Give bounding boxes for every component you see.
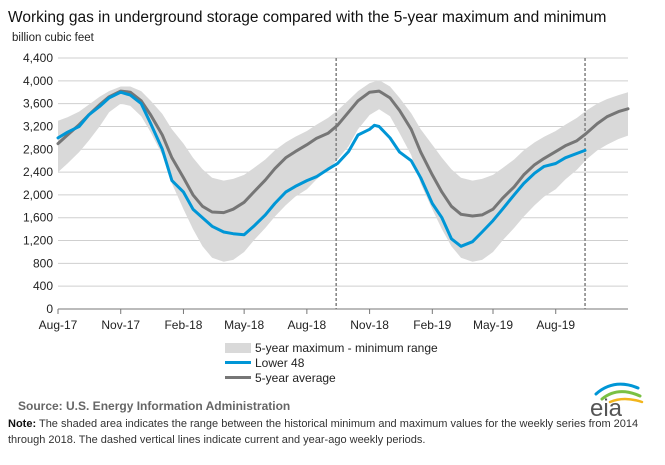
- y-tick-label: 2,400: [23, 165, 53, 179]
- eia-logo-arc-yellow: [608, 397, 644, 404]
- y-tick-label: 4,000: [23, 74, 53, 88]
- y-tick-label: 1,200: [23, 234, 53, 248]
- chart-title: Working gas in underground storage compa…: [8, 9, 607, 26]
- chart-legend: 5-year maximum - minimum range Lower 48 …: [225, 340, 438, 385]
- eia-logo: eia: [590, 382, 644, 418]
- legend-label-lower48: Lower 48: [255, 355, 305, 370]
- vertical-markers: [335, 58, 586, 309]
- y-tick-label: 800: [33, 256, 53, 270]
- x-tick-label: Aug-18: [288, 318, 327, 332]
- y-tick-label: 1,600: [23, 211, 53, 225]
- series-line-5-year-average: [56, 89, 630, 218]
- y-tick-label: 400: [33, 279, 53, 293]
- legend-swatch-range: [225, 342, 251, 353]
- x-tick-label: Aug-17: [39, 318, 78, 332]
- eia-logo-arc-blue: [594, 382, 640, 396]
- y-axis-label: billion cubic feet: [12, 32, 94, 44]
- legend-swatch-average: [225, 376, 251, 379]
- footnote-text: The shaded area indicates the range betw…: [8, 418, 639, 446]
- y-tick-labels: 0 400 800 1,200 1,600 2,000 2,400 2,800 3,200 3,6…: [23, 51, 53, 316]
- x-tick-labels: Aug-17 Nov-17 Feb-18 May-18 Aug-18 Nov-18 Feb-…: [39, 309, 575, 332]
- x-tick-label: May-18: [224, 318, 264, 332]
- legend-label-range: 5-year maximum - minimum range: [255, 340, 438, 355]
- chart-plot: 0 400 800 1,200 1,600 2,000 2,400 2,800 3,200 3,6…: [23, 51, 630, 332]
- legend-item-average: 5-year average: [225, 370, 438, 385]
- y-tick-label: 3,200: [23, 119, 53, 133]
- x-tick-label: Feb-19: [413, 318, 451, 332]
- source-note: Source: U.S. Energy Information Administ…: [18, 399, 291, 413]
- eia-logo-text: eia: [590, 395, 623, 418]
- eia-logo-arc-green: [600, 390, 642, 401]
- legend-swatch-lower48: [225, 361, 251, 364]
- legend-item-lower48: Lower 48: [225, 355, 438, 370]
- y-tick-label: 3,600: [23, 97, 53, 111]
- legend-label-average: 5-year average: [255, 370, 336, 385]
- series-line-lower-48: [56, 90, 587, 248]
- footnote-label: Note:: [8, 418, 37, 430]
- legend-item-range: 5-year maximum - minimum range: [225, 340, 438, 355]
- y-tick-label: 2,800: [23, 142, 53, 156]
- x-tick-label: Feb-18: [164, 318, 202, 332]
- series-lines: [56, 89, 630, 248]
- y-tick-label: 4,400: [23, 51, 53, 65]
- y-tick-label: 2,000: [23, 188, 53, 202]
- x-tick-label: Nov-18: [350, 318, 389, 332]
- y-tick-label: 0: [46, 302, 53, 316]
- x-tick-label: May-19: [473, 318, 513, 332]
- footnote: Note: The shaded area indicates the rang…: [8, 416, 658, 448]
- x-tick-label: Aug-19: [536, 318, 575, 332]
- x-tick-label: Nov-17: [101, 318, 140, 332]
